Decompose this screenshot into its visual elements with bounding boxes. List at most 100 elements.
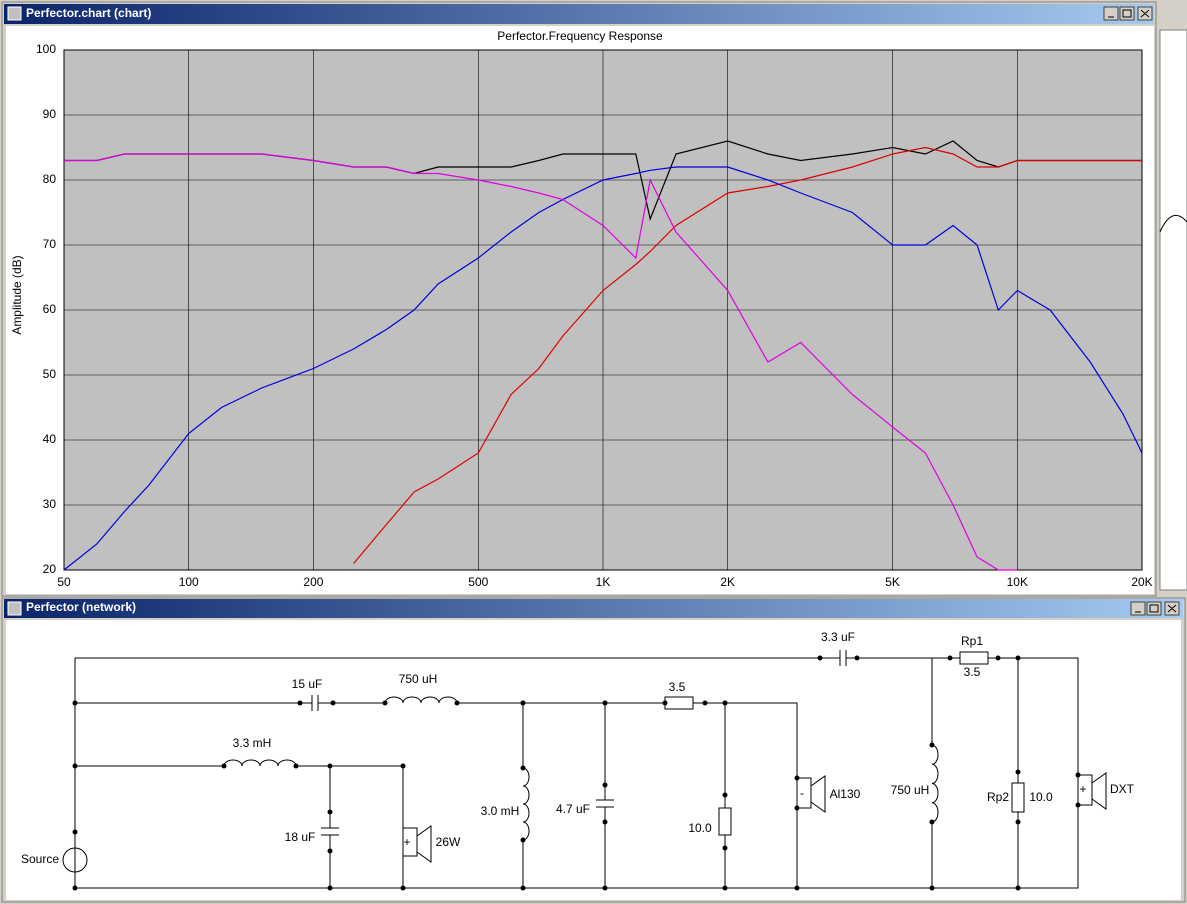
junction xyxy=(794,775,800,781)
junction xyxy=(221,763,227,769)
x-tick-label: 500 xyxy=(468,575,488,589)
x-tick-label: 20K xyxy=(1131,575,1152,589)
x-tick-label: 100 xyxy=(179,575,199,589)
component-label: 3.0 mH xyxy=(481,804,520,818)
junction xyxy=(327,763,333,769)
junction xyxy=(794,805,800,811)
y-tick-label: 80 xyxy=(43,172,57,186)
junction xyxy=(929,742,935,748)
plot: 20 30 40 50 60 70 80 90 100 50 100 200 500 1K 2K 5K 10K 2… xyxy=(36,42,1153,589)
junction xyxy=(72,829,78,835)
speaker xyxy=(1077,772,1107,810)
junction xyxy=(72,700,78,706)
y-axis-label: Amplitude (dB) xyxy=(10,255,24,334)
junction xyxy=(330,700,336,706)
capacitor xyxy=(311,650,847,836)
junction xyxy=(602,700,608,706)
junction xyxy=(520,765,526,771)
inductor xyxy=(931,744,939,823)
junction xyxy=(1015,885,1021,891)
junction xyxy=(1015,769,1021,775)
junction xyxy=(382,700,388,706)
junction xyxy=(400,885,406,891)
junction xyxy=(854,655,860,661)
title-bar[interactable] xyxy=(4,599,1183,618)
window-title: Perfector.chart (chart) xyxy=(26,6,151,20)
component-label: 3.3 mH xyxy=(233,736,272,750)
y-tick-label: 90 xyxy=(43,107,57,121)
series-line xyxy=(353,146,1142,564)
component-label: 15 uF xyxy=(292,677,323,691)
junction xyxy=(602,819,608,825)
junction xyxy=(293,763,299,769)
junction xyxy=(520,700,526,706)
component-label: Al130 xyxy=(830,787,861,801)
window-title: Perfector (network) xyxy=(26,600,136,614)
junction xyxy=(327,848,333,854)
x-tick-label: 5K xyxy=(885,575,900,589)
y-tick-label: 70 xyxy=(43,237,57,251)
inductor xyxy=(522,767,530,841)
junction xyxy=(1015,819,1021,825)
series-line xyxy=(64,153,1018,571)
minimize-button[interactable] xyxy=(1103,6,1119,21)
component-label: 3.5 xyxy=(964,665,981,679)
junction xyxy=(1075,802,1081,808)
speaker xyxy=(402,825,432,863)
junction xyxy=(602,885,608,891)
background-curve xyxy=(1159,214,1187,233)
component-label: Source xyxy=(21,852,59,866)
maximize-button[interactable] xyxy=(1146,601,1162,616)
y-tick-label: 20 xyxy=(43,562,57,576)
component-label: 10.0 xyxy=(688,821,712,835)
window-icon[interactable] xyxy=(7,601,22,616)
maximize-button[interactable] xyxy=(1119,6,1135,21)
polarity: - xyxy=(800,786,804,800)
component-label: 4.7 uF xyxy=(556,802,590,816)
x-tick-label: 2K xyxy=(720,575,735,589)
polarity: + xyxy=(403,835,410,849)
window-controls xyxy=(1103,6,1153,21)
junction xyxy=(454,700,460,706)
junction xyxy=(327,809,333,815)
network-canvas xyxy=(6,620,1181,900)
circuit: 3.3 uF Rp1 3.5 15 uF 750 uH 3.5 3.3 mH S… xyxy=(21,630,1135,891)
y-tick-label: 30 xyxy=(43,497,57,511)
y-tick-label: 50 xyxy=(43,367,57,381)
junction xyxy=(929,885,935,891)
minimize-button[interactable] xyxy=(1130,601,1146,616)
component-label: 3.3 uF xyxy=(821,630,855,644)
source xyxy=(62,847,88,873)
title-bar[interactable] xyxy=(4,4,1154,24)
resistor xyxy=(1011,782,1025,813)
series-line xyxy=(63,166,1143,571)
junction xyxy=(327,885,333,891)
junction xyxy=(72,763,78,769)
window-controls xyxy=(1130,601,1180,616)
junction xyxy=(817,655,823,661)
component-label: 10.0 xyxy=(1029,790,1053,804)
resistor xyxy=(959,651,989,665)
junction xyxy=(722,792,728,798)
chart-title: Perfector.Frequency Response xyxy=(497,29,663,43)
x-tick-label: 1K xyxy=(596,575,611,589)
junction xyxy=(722,700,728,706)
junction xyxy=(297,700,303,706)
inductor xyxy=(223,759,297,767)
y-tick-label: 100 xyxy=(36,42,56,56)
component-label: 18 uF xyxy=(285,830,316,844)
junction xyxy=(520,837,526,843)
window-icon[interactable] xyxy=(7,6,22,21)
component-label: 750 uH xyxy=(399,672,438,686)
junction xyxy=(400,763,406,769)
junction xyxy=(662,700,668,706)
background-window-body xyxy=(1159,29,1187,591)
component-label: 3.5 xyxy=(669,680,686,694)
junction xyxy=(702,700,708,706)
junction xyxy=(520,885,526,891)
component-label: Rp1 xyxy=(961,634,983,648)
x-tick-label: 10K xyxy=(1007,575,1028,589)
y-tick-label: 40 xyxy=(43,432,57,446)
